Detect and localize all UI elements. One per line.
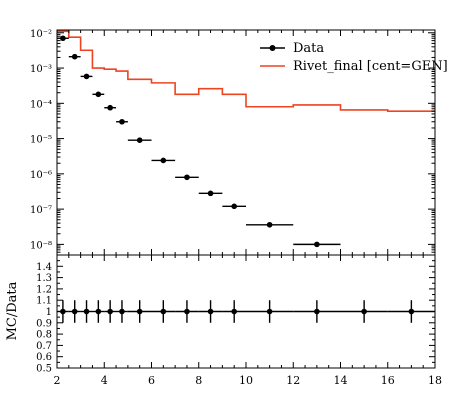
data-point xyxy=(314,242,320,248)
ratio-point xyxy=(96,309,102,315)
ratio-y-label: MC/Data xyxy=(5,281,20,340)
legend-label-data: Data xyxy=(293,41,324,56)
ratio-point xyxy=(267,309,273,315)
ratio-point xyxy=(137,309,143,315)
data-point xyxy=(72,54,78,60)
x-tick-label: 4 xyxy=(101,374,108,387)
main-y-tick-label: 10⁻⁵ xyxy=(30,135,52,146)
x-tick-label: 6 xyxy=(148,374,155,387)
ratio-y-tick-label: 0.5 xyxy=(36,364,52,375)
ratio-point xyxy=(314,309,320,315)
main-y-tick-label: 10⁻⁶ xyxy=(30,170,52,181)
x-tick-label: 18 xyxy=(428,374,442,387)
ratio-point xyxy=(84,309,90,315)
ratio-point xyxy=(409,309,415,315)
x-tick-label: 16 xyxy=(381,374,395,387)
data-point xyxy=(84,74,90,80)
ratio-y-tick-label: 0.7 xyxy=(36,341,52,352)
ratio-point xyxy=(231,309,237,315)
data-point xyxy=(119,119,125,125)
ratio-point xyxy=(361,309,367,315)
data-point xyxy=(96,92,102,98)
x-tick-label: 8 xyxy=(195,374,202,387)
ratio-point xyxy=(119,309,125,315)
x-tick-label: 12 xyxy=(286,374,300,387)
data-point xyxy=(208,191,214,197)
data-point xyxy=(60,35,66,41)
main-y-tick-label: 10⁻⁴ xyxy=(30,99,52,110)
ratio-y-tick-label: 0.9 xyxy=(36,318,52,329)
x-tick-label: 14 xyxy=(334,374,348,387)
x-tick-label: 2 xyxy=(54,374,61,387)
ratio-y-tick-label: 1.1 xyxy=(36,296,52,307)
ratio-y-tick-label: 0.8 xyxy=(36,330,52,341)
main-y-tick-label: 10⁻⁷ xyxy=(30,205,52,216)
ratio-y-tick-label: 1.4 xyxy=(36,262,52,273)
ratio-point xyxy=(161,309,167,315)
ratio-point xyxy=(107,309,113,315)
main-y-tick-label: 10⁻³ xyxy=(30,64,52,75)
ratio-point xyxy=(208,309,214,315)
data-point xyxy=(137,137,143,143)
ratio-y-tick-label: 0.6 xyxy=(36,352,52,363)
data-point xyxy=(231,204,237,210)
ratio-y-tick-label: 1 xyxy=(46,307,52,318)
data-point xyxy=(184,174,190,180)
legend-data-marker xyxy=(270,45,276,51)
ratio-point xyxy=(184,309,190,315)
legend-label-mc: Rivet_final [cent=GEN] xyxy=(293,59,448,74)
ratio-y-tick-label: 1.3 xyxy=(36,273,52,284)
x-tick-label: 10 xyxy=(239,374,253,387)
data-point xyxy=(267,222,273,228)
data-point xyxy=(161,158,167,164)
ratio-point xyxy=(72,309,78,315)
data-point xyxy=(107,105,113,111)
ratio-y-tick-label: 1.2 xyxy=(36,284,52,295)
main-y-tick-label: 10⁻² xyxy=(30,29,52,40)
main-y-tick-label: 10⁻⁸ xyxy=(30,240,52,251)
